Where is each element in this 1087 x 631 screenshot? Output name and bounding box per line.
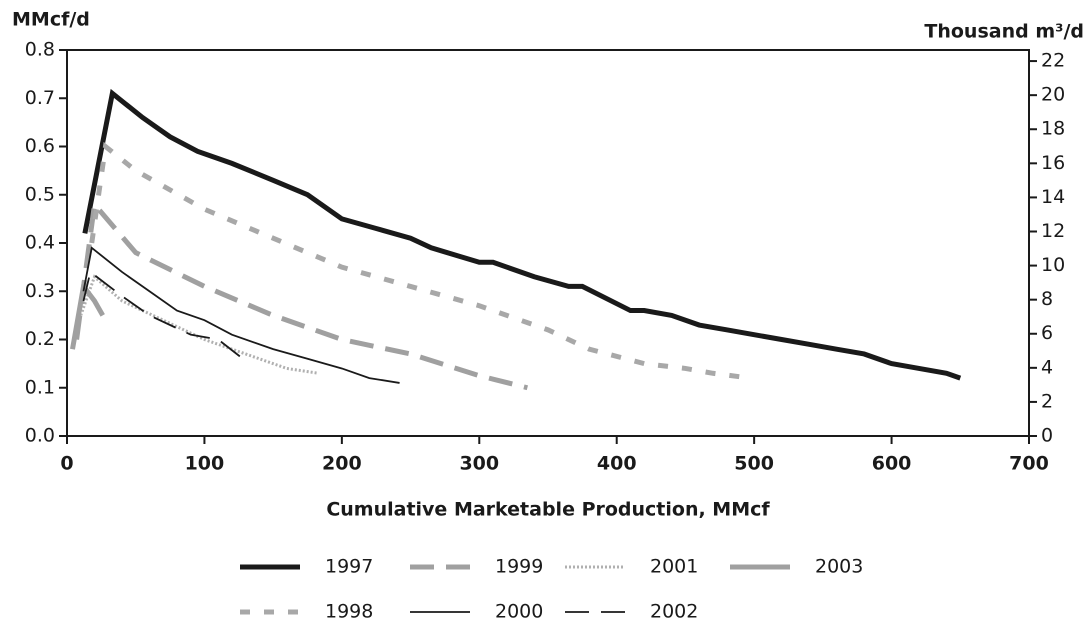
series-line bbox=[70, 280, 105, 350]
x-tick-label: 0 bbox=[60, 453, 73, 475]
y2-tick-label: 16 bbox=[1041, 152, 1065, 174]
y2-tick-label: 8 bbox=[1041, 288, 1053, 310]
x-tick-label: 100 bbox=[185, 453, 225, 475]
y-tick-label: 0.7 bbox=[25, 87, 55, 109]
y2-tick-label: 22 bbox=[1041, 50, 1065, 72]
legend-label: 2001 bbox=[650, 556, 698, 578]
x-tick-label: 700 bbox=[1009, 453, 1049, 475]
y2-tick-label: 18 bbox=[1041, 118, 1065, 140]
y2-tick-label: 12 bbox=[1041, 220, 1065, 242]
legend-label: 1999 bbox=[495, 556, 543, 578]
y2-tick-label: 2 bbox=[1041, 390, 1053, 412]
y-tick-label: 0.0 bbox=[25, 425, 55, 447]
y2-axis-title: Thousand m³/d bbox=[924, 21, 1084, 43]
y-tick-label: 0.6 bbox=[25, 135, 55, 157]
plot-frame bbox=[66, 49, 1030, 437]
y-tick-label: 0.1 bbox=[25, 376, 55, 398]
x-tick-label: 300 bbox=[459, 453, 499, 475]
y2-tick-label: 20 bbox=[1041, 84, 1065, 106]
legend-label: 1998 bbox=[325, 601, 373, 623]
x-axis-title: Cumulative Marketable Production, MMcf bbox=[326, 499, 770, 521]
series-line bbox=[82, 246, 400, 384]
legend-label: 2003 bbox=[815, 556, 863, 578]
x-tick-label: 500 bbox=[734, 453, 774, 475]
series-line bbox=[74, 198, 528, 391]
y2-tick-label: 10 bbox=[1041, 254, 1065, 276]
y-tick-label: 0.4 bbox=[25, 232, 55, 254]
legend-label: 1997 bbox=[325, 556, 373, 578]
legend-label: 2002 bbox=[650, 601, 698, 623]
x-tick-label: 400 bbox=[597, 453, 637, 475]
x-tick-label: 600 bbox=[872, 453, 912, 475]
y2-tick-label: 6 bbox=[1041, 322, 1053, 344]
y2-tick-label: 4 bbox=[1041, 356, 1053, 378]
y-tick-label: 0.2 bbox=[25, 328, 55, 350]
y2-tick-label: 0 bbox=[1041, 425, 1053, 447]
y-tick-label: 0.5 bbox=[25, 183, 55, 205]
y-tick-label: 0.8 bbox=[25, 39, 55, 61]
legend-label: 2000 bbox=[495, 601, 543, 623]
x-tick-label: 200 bbox=[322, 453, 362, 475]
y2-tick-label: 14 bbox=[1041, 186, 1065, 208]
series-line bbox=[79, 274, 319, 375]
y-tick-label: 0.3 bbox=[25, 280, 55, 302]
series-line bbox=[82, 88, 962, 381]
y-axis-title: MMcf/d bbox=[12, 9, 90, 31]
series-line bbox=[89, 141, 751, 381]
